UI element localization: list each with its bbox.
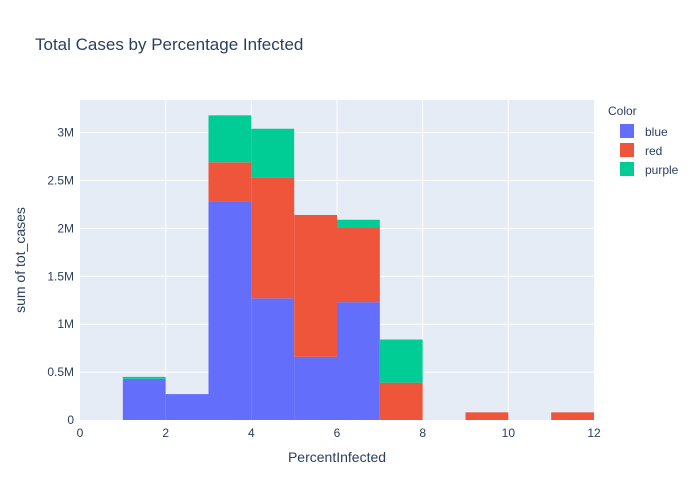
bar-red — [251, 177, 295, 299]
legend-label-blue: blue — [645, 125, 668, 139]
y-tick-label: 2M — [57, 221, 74, 235]
x-tick-label: 6 — [334, 426, 341, 440]
bars — [122, 115, 594, 420]
y-tick-label: 1.5M — [47, 269, 74, 283]
bar-red — [551, 412, 594, 420]
bar-purple — [208, 115, 252, 163]
chart-title: Total Cases by Percentage Infected — [35, 35, 303, 54]
legend-title: Color — [608, 104, 637, 118]
x-tick-label: 4 — [248, 426, 255, 440]
legend: Color blue red purple — [608, 104, 679, 177]
y-tick-label: 1M — [57, 317, 74, 331]
x-axis-title: PercentInfected — [288, 449, 386, 465]
bar-blue — [165, 394, 209, 420]
x-tick-label: 8 — [419, 426, 426, 440]
legend-swatch-red — [620, 143, 634, 157]
legend-label-red: red — [645, 144, 662, 158]
bar-blue — [122, 378, 166, 420]
legend-swatch-purple — [620, 162, 634, 176]
bar-blue — [337, 302, 380, 420]
bar-red — [379, 382, 423, 420]
x-tick-label: 10 — [502, 426, 516, 440]
bar-purple — [337, 219, 380, 228]
bar-blue — [251, 298, 295, 420]
y-axis-ticks: 0 0.5M 1M 1.5M 2M 2.5M 3M — [47, 126, 74, 427]
y-tick-label: 2.5M — [47, 173, 74, 187]
bar-purple — [379, 339, 423, 383]
x-tick-label: 0 — [77, 426, 84, 440]
bar-purple — [251, 128, 295, 178]
bar-red — [465, 412, 509, 420]
legend-label-purple: purple — [645, 163, 679, 177]
legend-swatch-blue — [620, 124, 634, 138]
bar-red — [337, 227, 380, 303]
bar-blue — [208, 201, 252, 420]
y-tick-label: 3M — [57, 126, 74, 140]
y-axis-title: sum of tot_cases — [12, 207, 28, 313]
bar-blue — [294, 356, 337, 420]
y-tick-label: 0 — [67, 413, 74, 427]
x-axis-ticks: 0 2 4 6 8 10 12 — [77, 426, 601, 440]
y-tick-label: 0.5M — [47, 365, 74, 379]
bar-purple — [122, 376, 166, 379]
x-tick-label: 12 — [587, 426, 601, 440]
bar-red — [208, 162, 252, 202]
bar-red — [294, 214, 337, 357]
x-tick-label: 2 — [162, 426, 169, 440]
